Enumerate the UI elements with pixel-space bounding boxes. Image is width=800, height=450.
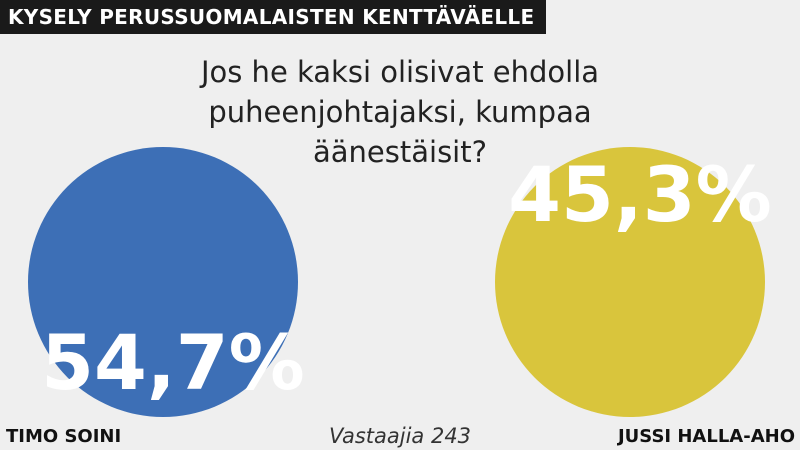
candidate-name: TIMO SOINI (6, 426, 121, 447)
candidate-circle (495, 147, 765, 417)
candidate-circle (28, 147, 298, 417)
value-label: 45,3% (508, 150, 772, 239)
question: Jos he kaksi olisivat ehdolla puheenjoht… (200, 55, 600, 169)
value-label: 54,7% (41, 318, 305, 407)
candidate-name: JUSSI HALLA-AHO (616, 426, 795, 447)
note: Vastaajia 243 (329, 424, 471, 448)
chart-title: KYSELY PERUSSUOMALAISTEN KENTTÄVÄELLE (0, 0, 547, 34)
